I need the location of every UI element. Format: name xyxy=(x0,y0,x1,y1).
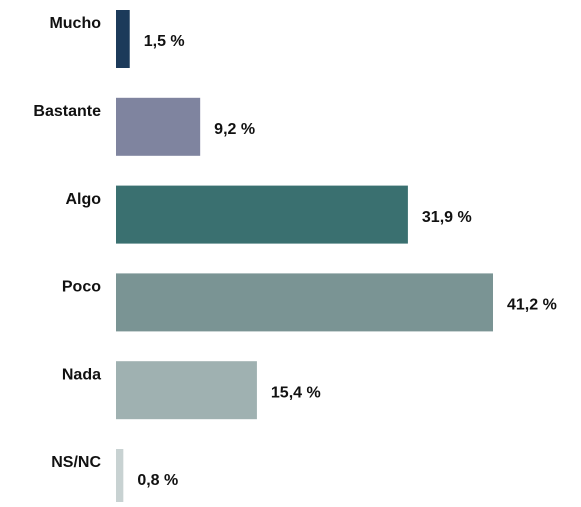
category-label: Poco xyxy=(62,279,101,296)
value-label: 31,9 % xyxy=(422,209,472,226)
bar xyxy=(116,185,408,244)
bar xyxy=(116,273,493,332)
category-label: Bastante xyxy=(33,103,101,120)
category-label: NS/NC xyxy=(51,454,101,471)
bar xyxy=(116,10,130,68)
bar xyxy=(116,449,124,507)
value-label: 0,8 % xyxy=(137,472,178,489)
category-label: Algo xyxy=(65,191,101,208)
value-label: 15,4 % xyxy=(271,384,321,401)
category-label: Mucho xyxy=(49,15,101,32)
bar xyxy=(116,97,201,156)
value-label: 1,5 % xyxy=(144,33,185,50)
value-label: 41,2 % xyxy=(507,297,557,314)
category-label: Nada xyxy=(62,366,101,383)
bar xyxy=(116,361,257,420)
value-label: 9,2 % xyxy=(214,121,255,138)
